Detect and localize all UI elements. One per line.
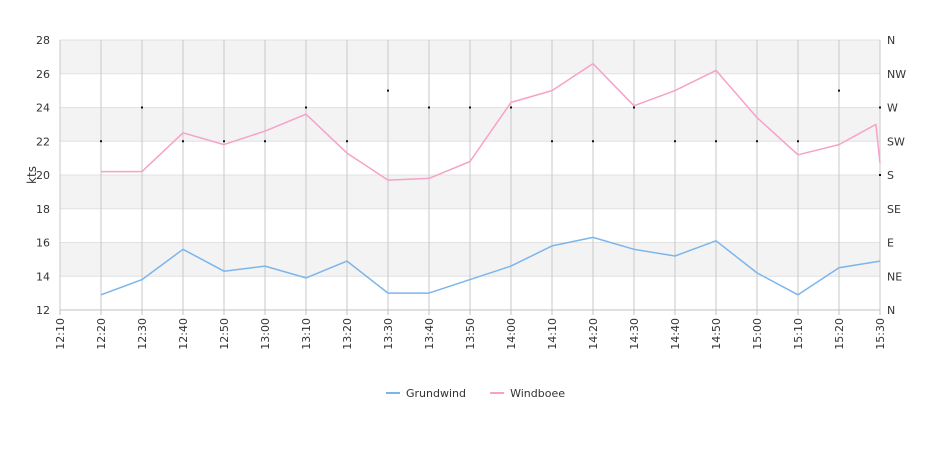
x-tick-label: 14:00 xyxy=(505,318,518,350)
series-lines xyxy=(100,62,881,296)
direction-marker xyxy=(264,140,266,143)
x-tick-label: 14:50 xyxy=(710,318,723,350)
direction-marker xyxy=(346,140,348,143)
direction-axis-ticks: N NE E SE S SW W NW N xyxy=(887,34,906,317)
x-axis-ticks: 12:10 12:20 12:30 12:40 12:50 13:00 13:10 13:20… xyxy=(54,318,887,350)
legend-label: Windboee xyxy=(510,387,565,400)
direction-marker xyxy=(510,106,512,109)
y-axis-label: kts xyxy=(25,166,39,184)
direction-marker xyxy=(182,140,184,143)
x-tick-label: 15:30 xyxy=(874,318,887,350)
x-tick-label: 13:20 xyxy=(341,318,354,350)
y-tick-label: 20 xyxy=(36,169,50,182)
x-tick-label: 14:20 xyxy=(587,318,600,350)
grid-lines xyxy=(59,39,881,315)
direction-marker xyxy=(100,140,102,143)
y-tick-label: 26 xyxy=(36,68,50,81)
direction-tick-label: NE xyxy=(887,270,902,283)
y-tick-label: 16 xyxy=(36,237,50,250)
direction-marker xyxy=(305,106,307,109)
direction-tick-label: E xyxy=(887,237,894,250)
direction-marker xyxy=(387,89,389,92)
direction-marker xyxy=(715,140,717,143)
x-tick-label: 12:50 xyxy=(218,318,231,350)
x-tick-label: 12:10 xyxy=(54,318,67,350)
direction-marker xyxy=(551,140,553,143)
x-tick-label: 13:10 xyxy=(300,318,313,350)
y-tick-label: 28 xyxy=(36,34,50,47)
x-tick-label: 14:30 xyxy=(628,318,641,350)
direction-markers xyxy=(100,89,881,176)
direction-marker xyxy=(633,106,635,109)
x-tick-label: 12:30 xyxy=(136,318,149,350)
direction-marker xyxy=(592,140,594,143)
direction-tick-label: W xyxy=(887,102,898,115)
y-tick-label: 12 xyxy=(36,304,50,317)
y-tick-label: 14 xyxy=(36,270,50,283)
series-line-grundwind xyxy=(100,236,881,296)
direction-marker xyxy=(797,140,799,143)
x-tick-label: 15:10 xyxy=(792,318,805,350)
x-tick-label: 12:40 xyxy=(177,318,190,350)
x-tick-label: 13:40 xyxy=(423,318,436,350)
x-tick-label: 13:00 xyxy=(259,318,272,350)
direction-tick-label: N xyxy=(887,304,895,317)
y-tick-label: 24 xyxy=(36,102,50,115)
direction-marker xyxy=(838,89,840,92)
series-line-windboee xyxy=(101,62,881,181)
direction-marker xyxy=(469,106,471,109)
direction-marker xyxy=(223,140,225,143)
direction-marker xyxy=(879,174,881,176)
x-tick-label: 15:20 xyxy=(833,318,846,350)
y-tick-label: 18 xyxy=(36,203,50,216)
direction-marker xyxy=(428,106,430,109)
x-tick-label: 12:20 xyxy=(95,318,108,350)
direction-marker xyxy=(756,140,758,143)
direction-marker xyxy=(674,140,676,143)
x-tick-label: 13:50 xyxy=(464,318,477,350)
direction-tick-label: NW xyxy=(887,68,906,81)
x-tick-label: 15:00 xyxy=(751,318,764,350)
x-tick-label: 14:10 xyxy=(546,318,559,350)
legend: Grundwind Windboee xyxy=(386,387,565,400)
direction-tick-label: N xyxy=(887,34,895,47)
direction-tick-label: SE xyxy=(887,203,901,216)
direction-marker xyxy=(141,106,143,109)
direction-tick-label: SW xyxy=(887,135,905,148)
x-tick-label: 14:40 xyxy=(669,318,682,350)
y-tick-label: 22 xyxy=(36,135,50,148)
direction-marker xyxy=(879,106,881,109)
x-tick-label: 13:30 xyxy=(382,318,395,350)
direction-tick-label: S xyxy=(887,169,894,182)
y-axis-ticks: 12 14 16 18 20 22 24 26 28 xyxy=(36,34,50,317)
legend-label: Grundwind xyxy=(406,387,466,400)
